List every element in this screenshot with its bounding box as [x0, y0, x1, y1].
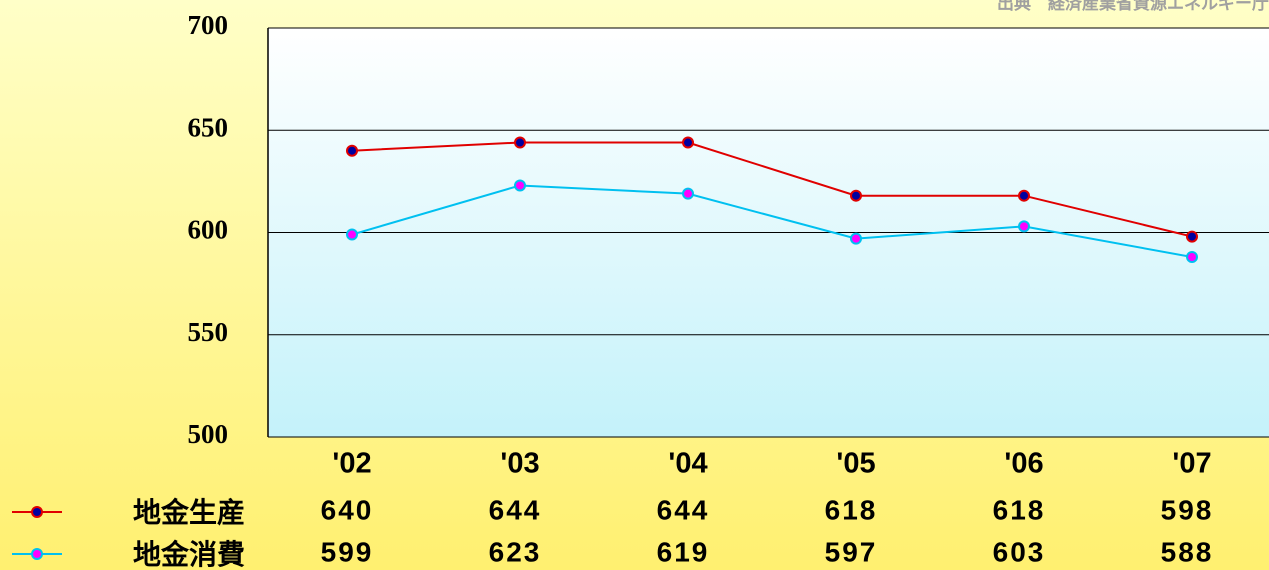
table-value: 644 [489, 494, 542, 525]
table-value: 623 [489, 536, 542, 567]
marker [514, 179, 526, 192]
series-line [351, 184, 1193, 259]
marker [514, 136, 526, 149]
y-tick-label: 600 [188, 215, 229, 245]
table-value: 603 [993, 536, 1046, 567]
table-value: 618 [825, 494, 878, 525]
table-value: 618 [993, 494, 1046, 525]
x-tick-label: '03 [500, 448, 539, 480]
y-tick-label: 650 [188, 112, 229, 142]
x-tick-label: '02 [332, 448, 371, 480]
marker [1018, 220, 1030, 233]
y-tick-label: 500 [188, 419, 229, 449]
marker [346, 228, 358, 241]
table-value: 598 [1161, 494, 1214, 525]
x-tick-label: '05 [836, 448, 875, 480]
y-tick-label: 550 [188, 317, 229, 347]
legend-marker [31, 548, 43, 560]
table-value: 599 [321, 536, 374, 567]
marker [850, 232, 862, 245]
legend-marker [31, 506, 43, 518]
x-tick-label: '07 [1172, 448, 1211, 480]
marker [682, 187, 694, 200]
marker [346, 144, 358, 157]
table-value: 640 [321, 494, 374, 525]
y-tick-label: 700 [188, 10, 229, 40]
table-value: 597 [825, 536, 878, 567]
marker [1186, 251, 1198, 264]
x-tick-label: '04 [668, 448, 707, 480]
legend-label: 地金消費 [133, 538, 245, 570]
table-value: 619 [657, 536, 710, 567]
marker [682, 136, 694, 149]
marker [1186, 230, 1198, 243]
table-value: 644 [657, 494, 710, 525]
source: 出典 経済産業省資源エネルギー庁 [997, 0, 1269, 14]
marker [850, 189, 862, 202]
legend-label: 地金生産 [133, 496, 245, 529]
table-value: 588 [1161, 536, 1214, 567]
series-line [351, 141, 1193, 238]
marker [1018, 189, 1030, 202]
x-tick-label: '06 [1004, 448, 1043, 480]
